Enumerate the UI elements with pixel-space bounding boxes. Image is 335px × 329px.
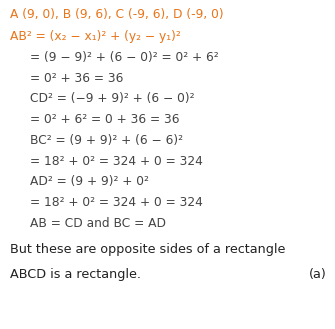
Text: A (9, 0), B (9, 6), C (-9, 6), D (-9, 0): A (9, 0), B (9, 6), C (-9, 6), D (-9, 0) — [10, 8, 224, 21]
Text: = 18² + 0² = 324 + 0 = 324: = 18² + 0² = 324 + 0 = 324 — [30, 196, 203, 209]
Text: AB = CD and BC = AD: AB = CD and BC = AD — [30, 217, 166, 230]
Text: CD² = (−9 + 9)² + (6 − 0)²: CD² = (−9 + 9)² + (6 − 0)² — [30, 92, 195, 106]
Text: ABCD is a rectangle.: ABCD is a rectangle. — [10, 268, 141, 281]
Text: AB² = (x₂ − x₁)² + (y₂ − y₁)²: AB² = (x₂ − x₁)² + (y₂ − y₁)² — [10, 30, 181, 43]
Text: = 0² + 6² = 0 + 36 = 36: = 0² + 6² = 0 + 36 = 36 — [30, 113, 180, 126]
Text: = 0² + 36 = 36: = 0² + 36 = 36 — [30, 72, 124, 85]
Text: But these are opposite sides of a rectangle: But these are opposite sides of a rectan… — [10, 243, 285, 256]
Text: = 18² + 0² = 324 + 0 = 324: = 18² + 0² = 324 + 0 = 324 — [30, 155, 203, 168]
Text: AD² = (9 + 9)² + 0²: AD² = (9 + 9)² + 0² — [30, 175, 149, 189]
Text: (a): (a) — [309, 268, 327, 281]
Text: = (9 − 9)² + (6 − 0)² = 0² + 6²: = (9 − 9)² + (6 − 0)² = 0² + 6² — [30, 51, 219, 64]
Text: BC² = (9 + 9)² + (6 − 6)²: BC² = (9 + 9)² + (6 − 6)² — [30, 134, 183, 147]
